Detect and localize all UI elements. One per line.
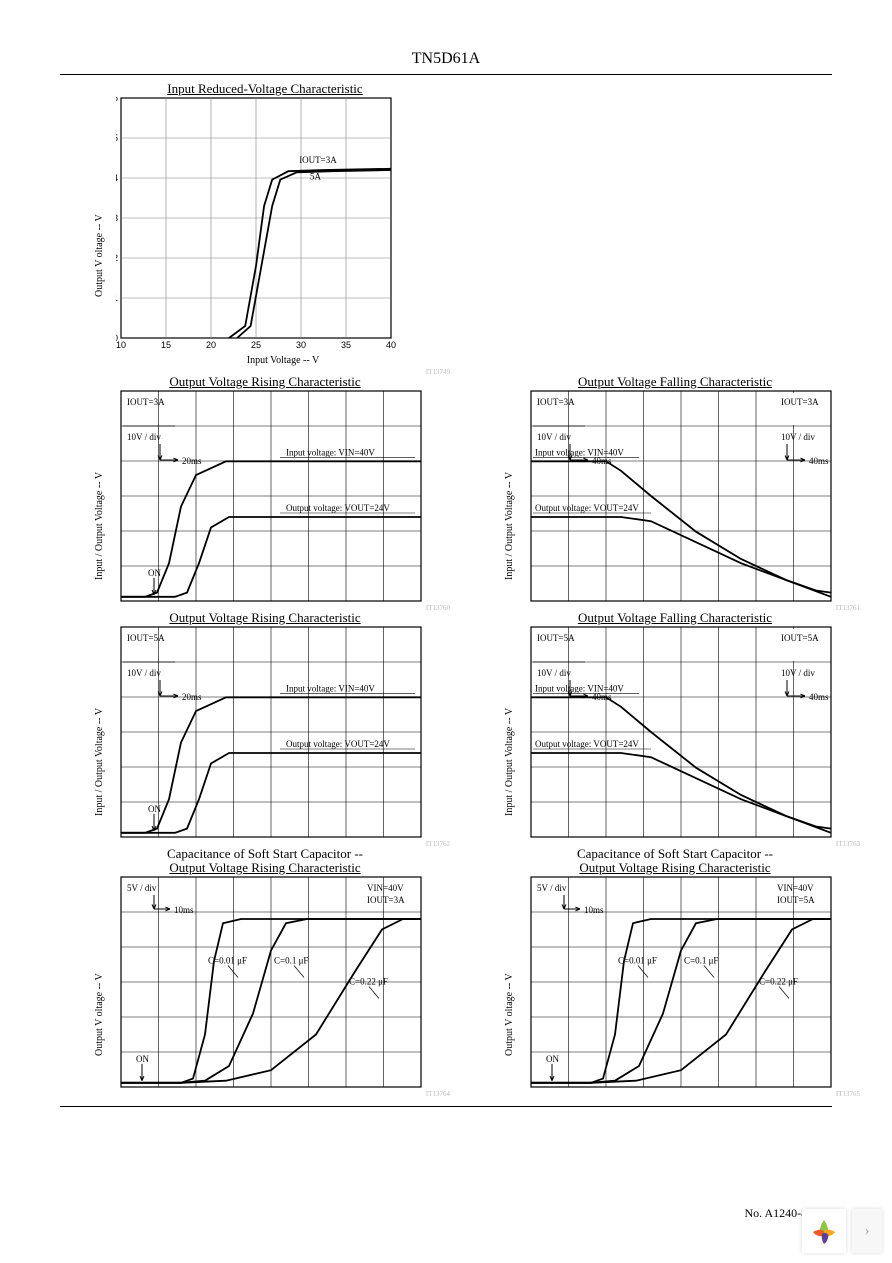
svg-text:22: 22 (116, 253, 118, 263)
chart-c4-svg: IOUT=5A 10V / div 20ms Input voltage: VIN=4… (116, 626, 426, 838)
svg-text:IOUT=5A: IOUT=5A (127, 633, 165, 643)
svg-text:30: 30 (296, 340, 306, 350)
chart-title: Input Reduced-Voltage Characteristic (80, 81, 450, 97)
svg-text:35: 35 (341, 340, 351, 350)
logo-icon (802, 1209, 846, 1253)
y-axis-label: Output V oltage -- V (504, 973, 515, 1056)
blank-cell (490, 81, 860, 366)
chart-c1-svg: 1015202530354020212223242526IOUT=3A5A (116, 97, 396, 351)
chart-cell-c5: Output Voltage Falling Characteristic In… (490, 610, 860, 838)
svg-text:23: 23 (116, 213, 118, 223)
next-page-button[interactable]: › (852, 1209, 882, 1253)
svg-text:C=0.1 μF: C=0.1 μF (274, 956, 308, 966)
svg-text:Input voltage: VIN=40V: Input voltage: VIN=40V (535, 447, 624, 457)
y-axis-label: Input / Output Voltage -- V (94, 708, 105, 816)
svg-text:IOUT=3A: IOUT=3A (537, 397, 575, 407)
svg-text:Input voltage: VIN=40V: Input voltage: VIN=40V (535, 683, 624, 693)
svg-text:ON: ON (148, 568, 161, 578)
page-title: TN5D61A (60, 50, 832, 68)
y-axis-label: Input / Output Voltage -- V (504, 472, 515, 580)
svg-text:Input voltage: VIN=40V: Input voltage: VIN=40V (286, 683, 375, 693)
chevron-right-icon: › (864, 1222, 869, 1240)
svg-text:10V / div: 10V / div (127, 432, 161, 442)
chart-title: Output Voltage Falling Characteristic (490, 610, 860, 626)
svg-text:C=0.01 μF: C=0.01 μF (618, 956, 657, 966)
svg-text:Input voltage: VIN=40V: Input voltage: VIN=40V (286, 447, 375, 457)
y-axis-label: Input / Output Voltage -- V (504, 708, 515, 816)
svg-text:25: 25 (251, 340, 261, 350)
svg-text:IOUT=3A: IOUT=3A (781, 397, 819, 407)
svg-text:10ms: 10ms (584, 905, 604, 915)
datasheet-page: TN5D61A Input Reduced-Voltage Characteri… (0, 0, 892, 1263)
y-axis-label: Input / Output Voltage -- V (94, 472, 105, 580)
corner-widget: › (802, 1209, 882, 1253)
figure-ref: IT13764 (426, 1090, 450, 1098)
chart-c6-svg: 5V / div 10ms VIN=40V IOUT=3A C=0.01 μF C=0.1… (116, 876, 426, 1088)
chart-title-line2: Output Voltage Rising Characteristic (490, 860, 860, 876)
svg-text:40: 40 (386, 340, 396, 350)
svg-text:Output voltage: VOUT=24V: Output voltage: VOUT=24V (286, 739, 390, 749)
svg-text:C=0.22 μF: C=0.22 μF (349, 977, 388, 987)
chart-c2-svg: IOUT=3A 10V / div 20ms Input voltage: VIN=4… (116, 390, 426, 602)
svg-text:26: 26 (116, 97, 118, 103)
svg-text:C=0.22 μF: C=0.22 μF (759, 977, 798, 987)
svg-text:VIN=40V: VIN=40V (777, 883, 814, 893)
svg-text:5A: 5A (310, 172, 322, 182)
svg-text:IOUT=5A: IOUT=5A (777, 895, 815, 905)
svg-text:40ms: 40ms (809, 692, 829, 702)
y-axis-label: Output V oltage -- V (94, 214, 105, 297)
svg-text:Output voltage: VOUT=24V: Output voltage: VOUT=24V (535, 739, 639, 749)
svg-text:10ms: 10ms (174, 905, 194, 915)
svg-text:20ms: 20ms (182, 456, 202, 466)
svg-text:IOUT=3A: IOUT=3A (367, 895, 405, 905)
x-axis-label: Input Voltage -- V (116, 355, 450, 366)
svg-text:5V / div: 5V / div (127, 883, 157, 893)
svg-text:10V / div: 10V / div (127, 668, 161, 678)
svg-text:IOUT=3A: IOUT=3A (127, 397, 165, 407)
svg-text:15: 15 (161, 340, 171, 350)
svg-text:10V / div: 10V / div (537, 432, 571, 442)
chart-cell-c3: Output Voltage Falling Characteristic In… (490, 374, 860, 602)
chart-title: Output Voltage Rising Characteristic (80, 374, 450, 390)
svg-text:10V / div: 10V / div (537, 668, 571, 678)
svg-text:IOUT=5A: IOUT=5A (781, 633, 819, 643)
bottom-rule (60, 1106, 832, 1107)
top-rule (60, 74, 832, 75)
svg-text:C=0.1 μF: C=0.1 μF (684, 956, 718, 966)
chart-cell-c4: Output Voltage Rising Characteristic Inp… (80, 610, 450, 838)
chart-cell-c7: Capacitance of Soft Start Capacitor -- O… (490, 846, 860, 1088)
svg-text:24: 24 (116, 173, 118, 183)
chart-title-line2: Output Voltage Rising Characteristic (80, 860, 450, 876)
svg-text:C=0.01 μF: C=0.01 μF (208, 956, 247, 966)
charts-grid: Input Reduced-Voltage Characteristic Out… (80, 81, 832, 1088)
svg-text:VIN=40V: VIN=40V (367, 883, 404, 893)
y-axis-label: Output V oltage -- V (94, 973, 105, 1056)
svg-text:5V / div: 5V / div (537, 883, 567, 893)
svg-text:20: 20 (116, 333, 118, 343)
chart-cell-c1: Input Reduced-Voltage Characteristic Out… (80, 81, 450, 366)
svg-text:25: 25 (116, 133, 118, 143)
svg-text:10V / div: 10V / div (781, 668, 815, 678)
svg-text:20: 20 (206, 340, 216, 350)
svg-text:20ms: 20ms (182, 692, 202, 702)
chart-cell-c6: Capacitance of Soft Start Capacitor -- O… (80, 846, 450, 1088)
chart-title: Output Voltage Rising Characteristic (80, 610, 450, 626)
svg-text:40ms: 40ms (809, 456, 829, 466)
svg-text:Output voltage: VOUT=24V: Output voltage: VOUT=24V (535, 503, 639, 513)
chart-cell-c2: Output Voltage Rising Characteristic Inp… (80, 374, 450, 602)
chart-c3-svg: IOUT=3A 10V / div 40ms Input voltage: VIN=4… (526, 390, 836, 602)
chart-c5-svg: IOUT=5A 10V / div 40ms Input voltage: VIN=4… (526, 626, 836, 838)
chart-title: Output Voltage Falling Characteristic (490, 374, 860, 390)
svg-text:10V / div: 10V / div (781, 432, 815, 442)
svg-text:Output voltage: VOUT=24V: Output voltage: VOUT=24V (286, 503, 390, 513)
svg-text:ON: ON (546, 1054, 559, 1064)
svg-text:21: 21 (116, 293, 118, 303)
chart-c7-svg: 5V / div 10ms VIN=40V IOUT=5A C=0.01 μF C=0.1… (526, 876, 836, 1088)
svg-text:IOUT=3A: IOUT=3A (299, 155, 337, 165)
figure-ref: IT13765 (836, 1090, 860, 1098)
svg-text:ON: ON (136, 1054, 149, 1064)
svg-text:ON: ON (148, 804, 161, 814)
svg-text:IOUT=5A: IOUT=5A (537, 633, 575, 643)
